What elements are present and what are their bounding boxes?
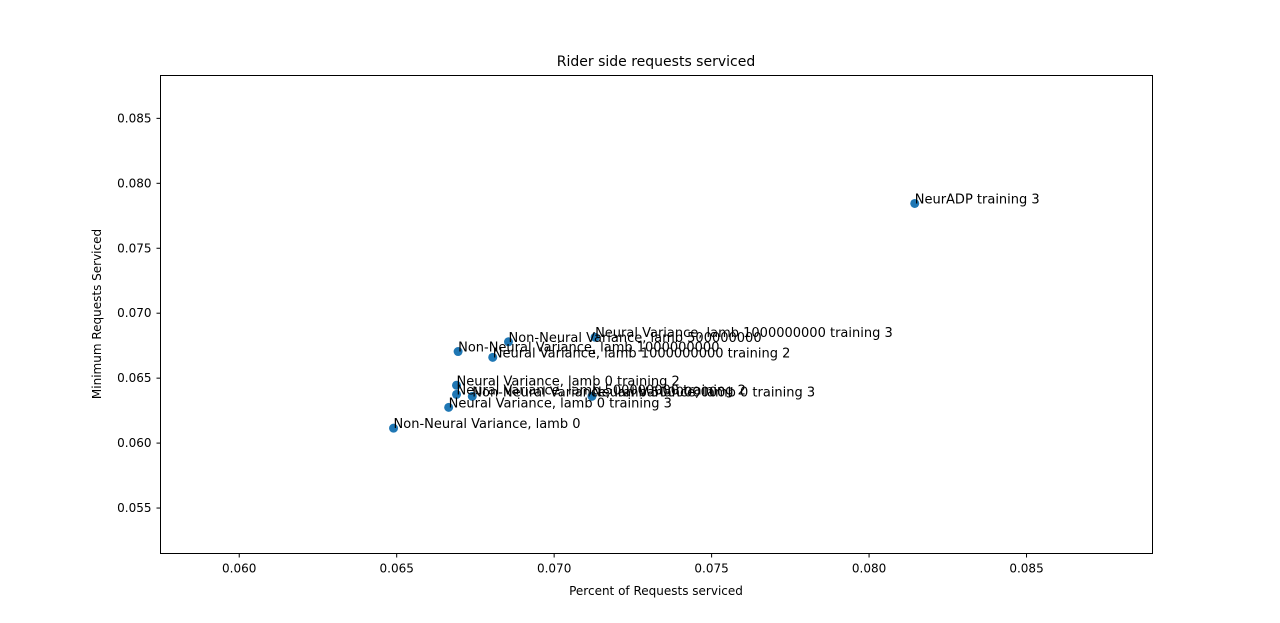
point-label: Non-Neural Variance, lamb 500000000: [508, 331, 761, 346]
data-point: [590, 332, 600, 342]
point-label: Neural Variance, lamb 500000000 training…: [457, 383, 746, 398]
plot-area-frame: [160, 75, 1153, 554]
point-label: Neural Variance, lamb 0 training 3: [449, 396, 672, 411]
y-tick-label: 0.055: [117, 501, 151, 515]
data-point: [452, 389, 462, 399]
x-axis-label: Percent of Requests serviced: [569, 584, 743, 598]
x-tick-label: 0.070: [537, 562, 571, 576]
x-axis-ticks: 0.060 0.065 0.070 0.075 0.080 0.085: [222, 553, 1044, 576]
y-tick-label: 0.070: [117, 306, 151, 320]
point-label: Neural Variance, lamb 0 training 2: [457, 374, 680, 389]
y-tick-label: 0.075: [117, 241, 151, 255]
x-tick-label: 0.060: [222, 562, 256, 576]
chart-title: Rider side requests serviced: [557, 54, 755, 70]
data-point: [910, 198, 920, 208]
x-tick-label: 0.075: [694, 562, 728, 576]
y-tick-label: 0.060: [117, 436, 151, 450]
point-label: Non-Neural Variance, lamb 500000000: [472, 385, 725, 400]
point-label: Non-Neural Variance, lamb 1000000000: [458, 341, 719, 356]
data-point: [488, 352, 498, 362]
point-labels: NeurADP training 3 Neural Variance, lamb …: [394, 192, 1040, 432]
data-point: [587, 391, 597, 401]
data-point: [467, 391, 477, 401]
point-label: Neural Variance, lamb 1000000000 trainin…: [493, 346, 791, 361]
point-label: Neural Variance, lamb 1000000000 trainin…: [595, 326, 893, 341]
point-label: Neural Variance, lamb 0 training 3: [592, 385, 815, 400]
y-axis-label: Minimum Requests Serviced: [90, 229, 104, 399]
y-tick-label: 0.085: [117, 111, 151, 125]
point-label: NeurADP training 3: [915, 192, 1040, 207]
y-tick-label: 0.065: [117, 371, 151, 385]
data-point: [503, 337, 513, 347]
x-tick-label: 0.065: [380, 562, 414, 576]
point-label: Non-Neural Variance, lamb 0: [394, 417, 581, 432]
data-point: [452, 380, 462, 390]
data-points: [389, 198, 920, 433]
data-point: [444, 402, 454, 412]
y-axis-ticks: 0.055 0.060 0.065 0.070 0.075 0.080 0.085: [117, 111, 161, 515]
x-tick-label: 0.085: [1009, 562, 1043, 576]
data-point: [453, 347, 463, 357]
x-tick-label: 0.080: [852, 562, 886, 576]
y-tick-label: 0.080: [117, 176, 151, 190]
data-point: [389, 423, 399, 433]
